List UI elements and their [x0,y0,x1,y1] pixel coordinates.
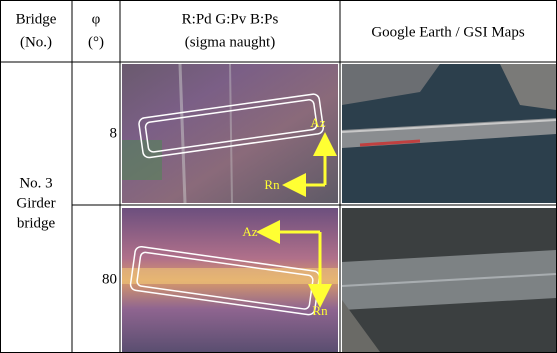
azimuth-label: Az [242,224,257,239]
table: Bridge (No.) φ (°) R:Pd G:Pv B:Ps (sigma… [0,0,557,353]
header-text: Bridge [16,11,57,27]
map-image [342,208,556,352]
header-text: Google Earth / GSI Maps [371,24,524,40]
header-text: (No.) [20,34,52,50]
bridge-name: Girder [16,195,55,211]
header-text: (sigma naught) [185,34,275,50]
phi-value: 80 [102,271,117,287]
sar-image: Az Rn [122,208,338,352]
sar-image: Az Rn [122,64,338,203]
phi-value: 8 [110,125,118,141]
range-label: Rn [312,303,328,318]
header-text: φ [92,11,101,27]
map-image [342,64,556,203]
azimuth-label: Az [310,115,325,130]
bridge-name: No. 3 [19,175,52,191]
header-text: (°) [88,34,104,50]
bridge-name: bridge [17,215,56,231]
header-text: R:Pd G:Pv B:Ps [182,11,279,27]
page: Bridge (No.) φ (°) R:Pd G:Pv B:Ps (sigma… [0,0,557,353]
range-label: Rn [264,177,280,192]
